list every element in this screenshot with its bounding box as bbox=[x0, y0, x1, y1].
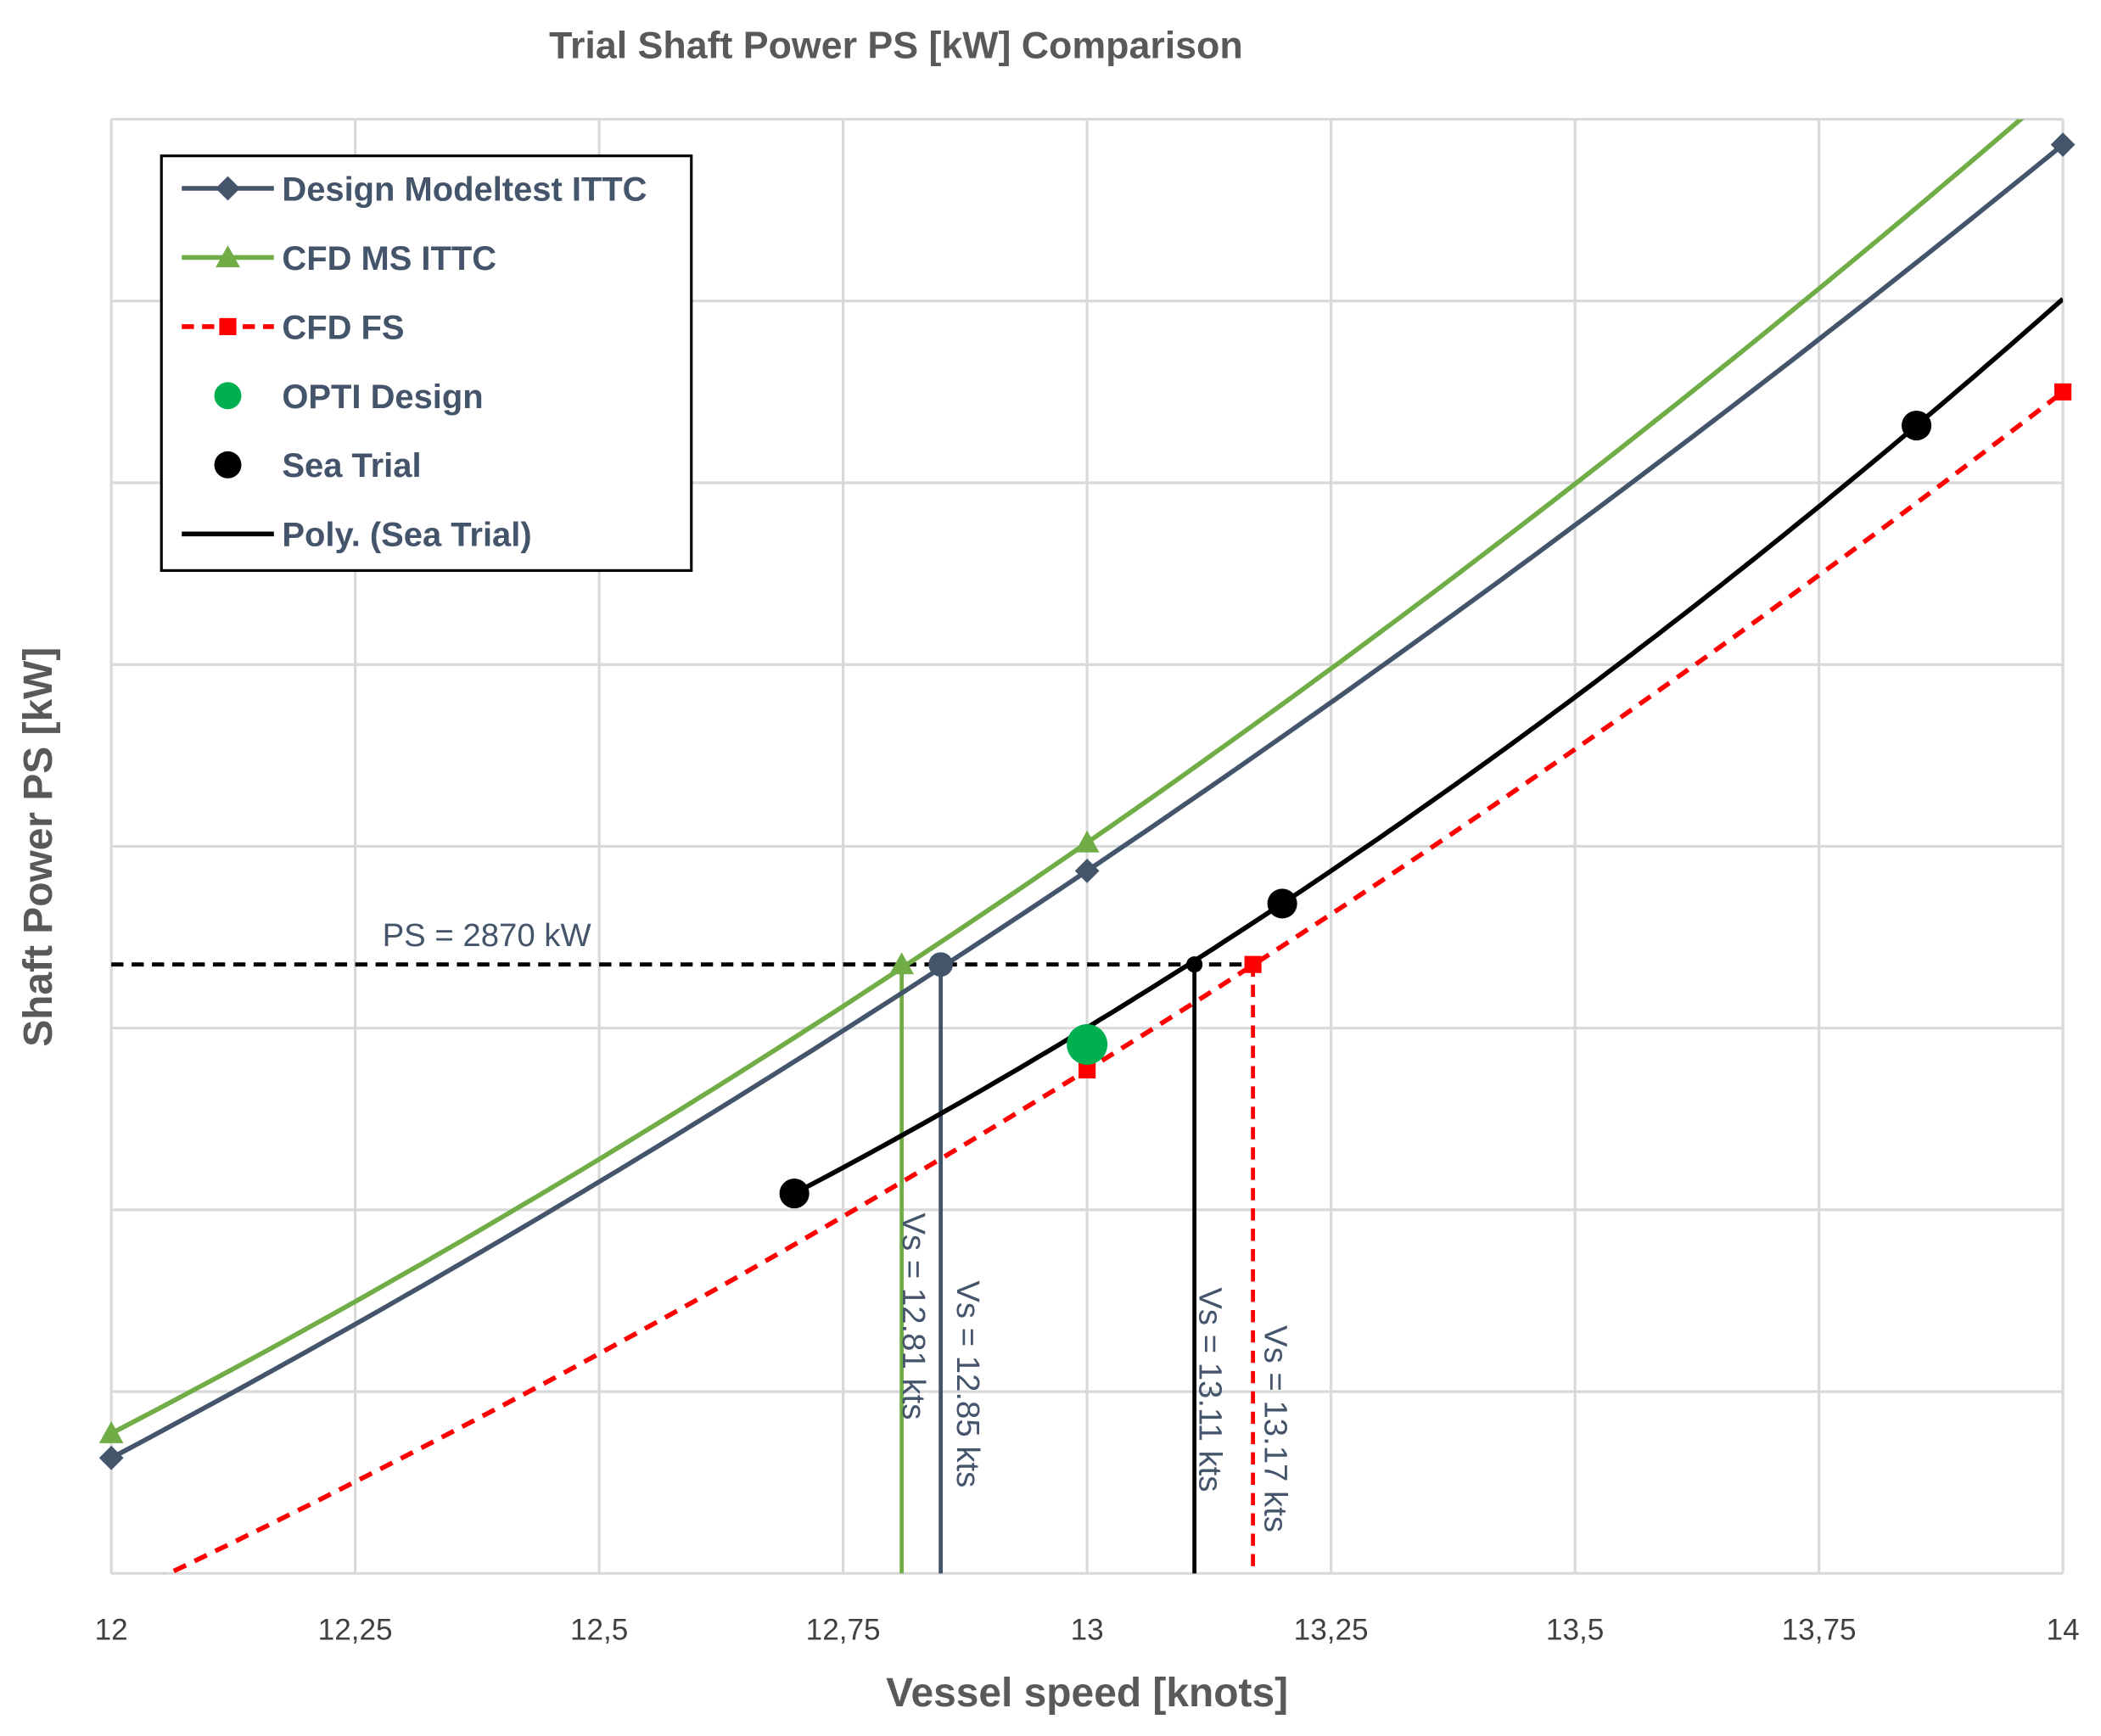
x-tick-label: 13,25 bbox=[1294, 1614, 1369, 1647]
reference-line-label: PS = 2870 kW bbox=[383, 917, 592, 954]
x-axis-title: Vessel speed [knots] bbox=[886, 1671, 1288, 1716]
legend-marker bbox=[216, 176, 240, 201]
legend-label: Design Modeltest ITTC bbox=[282, 171, 647, 208]
x-tick-label: 13 bbox=[1071, 1614, 1104, 1647]
crossing-marker bbox=[1186, 956, 1203, 973]
x-tick-label: 12,75 bbox=[806, 1614, 881, 1647]
legend-marker bbox=[219, 317, 237, 335]
legend-label: Sea Trial bbox=[282, 447, 421, 484]
legend-marker bbox=[214, 451, 242, 479]
legend: Design Modeltest ITTC CFD MS ITTC CFD FS OP… bbox=[160, 154, 693, 573]
crossing-marker bbox=[1244, 955, 1262, 973]
legend-marker bbox=[216, 245, 240, 267]
series-line-poly-sea-trial bbox=[793, 297, 2064, 1196]
legend-label: Poly. (Sea Trial) bbox=[282, 517, 531, 554]
y-axis-title: Shaft Power PS [kW] bbox=[16, 647, 61, 1047]
reference-lines bbox=[111, 962, 1256, 1574]
chart-title: Trial Shaft Power PS [kW] Comparison bbox=[549, 25, 1243, 67]
x-axis-ticks: 12 12,25 12,5 12,75 13 13,25 13,5 13,75 14 bbox=[95, 1614, 2080, 1647]
crossing-marker bbox=[889, 952, 915, 975]
data-point bbox=[98, 1421, 124, 1443]
x-tick-label: 14 bbox=[2047, 1614, 2080, 1647]
crossing-label: Vs = 12.85 kts bbox=[950, 1280, 986, 1487]
x-tick-label: 12 bbox=[95, 1614, 128, 1647]
x-tick-label: 13,5 bbox=[1546, 1614, 1604, 1647]
series-markers bbox=[98, 132, 2076, 1470]
data-point bbox=[1902, 410, 1932, 441]
legend-label: CFD MS ITTC bbox=[282, 240, 496, 277]
data-point bbox=[1067, 1023, 1108, 1065]
legend-label: CFD FS bbox=[282, 309, 404, 346]
data-point bbox=[98, 1445, 124, 1470]
crossing-label: Vs = 13.17 kts bbox=[1257, 1325, 1293, 1532]
data-point bbox=[2050, 132, 2076, 157]
crossing-marker bbox=[928, 952, 954, 977]
crossing-label: Vs = 12.81 kts bbox=[895, 1212, 932, 1420]
data-point bbox=[779, 1179, 810, 1209]
crossing-label: Vs = 13.11 kts bbox=[1192, 1287, 1229, 1492]
data-point bbox=[2054, 383, 2072, 400]
legend-label: OPTI Design bbox=[282, 378, 483, 416]
x-tick-label: 12,25 bbox=[318, 1614, 393, 1647]
data-point bbox=[1079, 1061, 1096, 1079]
data-point bbox=[1267, 888, 1297, 919]
data-point bbox=[1074, 830, 1100, 853]
legend-marker bbox=[214, 382, 242, 410]
annotations: PS = 2870 kW Vs = 12.81 kts Vs = 12.85 kts… bbox=[383, 917, 1294, 1532]
x-tick-label: 12,5 bbox=[570, 1614, 628, 1647]
data-point bbox=[1074, 858, 1100, 883]
x-tick-label: 13,75 bbox=[1782, 1614, 1857, 1647]
